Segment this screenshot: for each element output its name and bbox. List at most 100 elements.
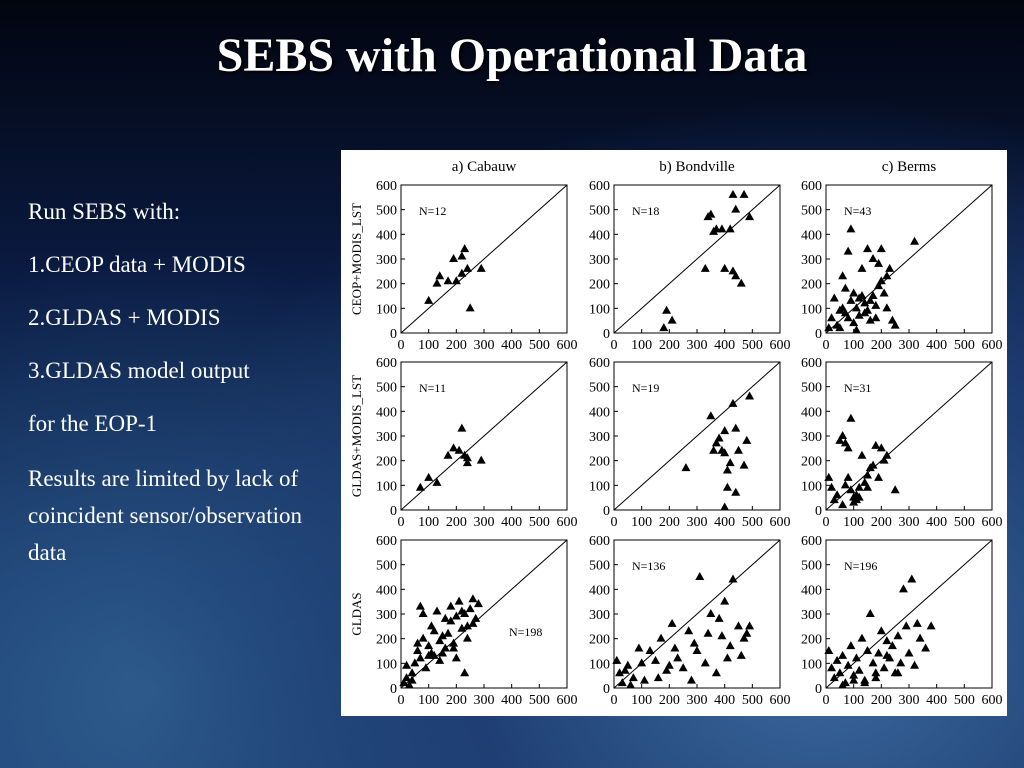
data-point: [851, 325, 861, 334]
data-point: [868, 291, 878, 299]
y-tick-label: 200: [801, 633, 822, 648]
data-point: [637, 658, 647, 667]
y-tick-label: 300: [589, 608, 610, 623]
x-tick-label: 500: [954, 693, 975, 708]
data-point: [910, 660, 920, 669]
y-tick-label: 600: [801, 356, 822, 371]
data-point: [846, 485, 856, 494]
data-point: [907, 574, 917, 583]
y-tick-label: 0: [603, 504, 610, 519]
data-point: [849, 318, 859, 327]
data-point: [829, 673, 839, 682]
data-point: [736, 278, 746, 287]
data-point: [854, 310, 864, 319]
data-point: [446, 601, 456, 610]
data-point: [402, 673, 412, 682]
data-point: [722, 482, 732, 491]
data-point: [851, 653, 861, 662]
data-point: [846, 224, 856, 233]
y-tick-label: 0: [815, 327, 822, 342]
y-tick-label: 500: [589, 204, 610, 219]
data-point: [440, 643, 450, 652]
y-tick-label: 200: [376, 633, 397, 648]
data-point: [868, 254, 878, 262]
data-point: [843, 443, 853, 452]
data-point: [454, 596, 464, 605]
data-point: [882, 650, 892, 659]
x-tick-label: 0: [823, 338, 830, 353]
data-point: [722, 653, 732, 662]
data-point: [653, 673, 663, 682]
data-point: [612, 655, 622, 664]
data-point: [628, 673, 638, 682]
sample-size: N=136: [632, 559, 665, 573]
data-point: [703, 628, 713, 637]
data-point: [885, 263, 895, 272]
data-point: [846, 641, 856, 650]
data-point: [460, 244, 470, 253]
x-tick-label: 0: [398, 693, 405, 708]
one-to-one-line: [613, 184, 781, 334]
x-tick-label: 600: [557, 515, 578, 530]
x-tick-label: 600: [770, 693, 791, 708]
data-point: [865, 315, 875, 324]
x-tick-label: 600: [982, 515, 1003, 530]
data-point: [686, 675, 696, 684]
data-point: [424, 472, 434, 481]
data-point: [421, 663, 431, 672]
bullet-list: Run SEBS with: 1.CEOP data + MODIS 2.GLD…: [28, 196, 333, 594]
data-point: [711, 438, 721, 447]
one-to-one-line: [400, 539, 568, 689]
y-tick-label: 600: [376, 179, 397, 194]
data-point: [418, 633, 428, 642]
data-point: [413, 638, 423, 647]
data-point: [457, 251, 467, 260]
bullet: 2.GLDAS + MODIS: [28, 305, 221, 331]
sample-size: N=198: [509, 625, 542, 639]
data-point: [915, 633, 925, 642]
sample-size: N=11: [419, 381, 446, 395]
x-tick-label: 300: [474, 338, 495, 353]
data-point: [838, 500, 848, 509]
data-point: [731, 423, 741, 432]
y-tick-label: 500: [376, 381, 397, 396]
data-point: [684, 626, 694, 635]
data-point: [443, 276, 453, 285]
data-point: [438, 631, 447, 640]
y-axis-label: CEOP+MODIS_LST: [349, 203, 364, 315]
data-point: [882, 303, 892, 312]
data-point: [728, 398, 738, 407]
data-point: [871, 300, 881, 309]
data-point: [706, 411, 716, 420]
y-tick-label: 400: [589, 405, 610, 420]
data-point: [876, 626, 886, 635]
y-tick-label: 200: [376, 278, 397, 293]
data-point: [921, 643, 931, 652]
data-point: [890, 485, 900, 494]
data-point: [722, 465, 732, 474]
data-point: [429, 626, 439, 635]
data-point: [476, 455, 486, 464]
data-point: [843, 246, 853, 255]
y-tick-label: 200: [376, 455, 397, 470]
x-tick-label: 300: [899, 515, 920, 530]
y-axis-label: GLDAS: [349, 592, 364, 635]
data-point: [854, 492, 864, 501]
data-point: [865, 609, 875, 617]
data-point: [432, 278, 442, 287]
y-tick-label: 200: [589, 633, 610, 648]
y-tick-label: 600: [801, 534, 822, 549]
y-axis-label: GLDAS+MODIS_LST: [349, 375, 364, 497]
x-tick-label: 300: [899, 338, 920, 353]
sample-size: N=196: [844, 559, 877, 573]
y-tick-label: 300: [801, 430, 822, 445]
bullet: 1.CEOP data + MODIS: [28, 252, 246, 278]
data-point: [449, 254, 459, 262]
y-tick-label: 300: [589, 430, 610, 445]
data-point: [868, 658, 878, 667]
y-tick-label: 100: [801, 302, 822, 317]
data-point: [457, 623, 467, 632]
data-point: [846, 295, 856, 304]
y-tick-label: 0: [390, 504, 397, 519]
